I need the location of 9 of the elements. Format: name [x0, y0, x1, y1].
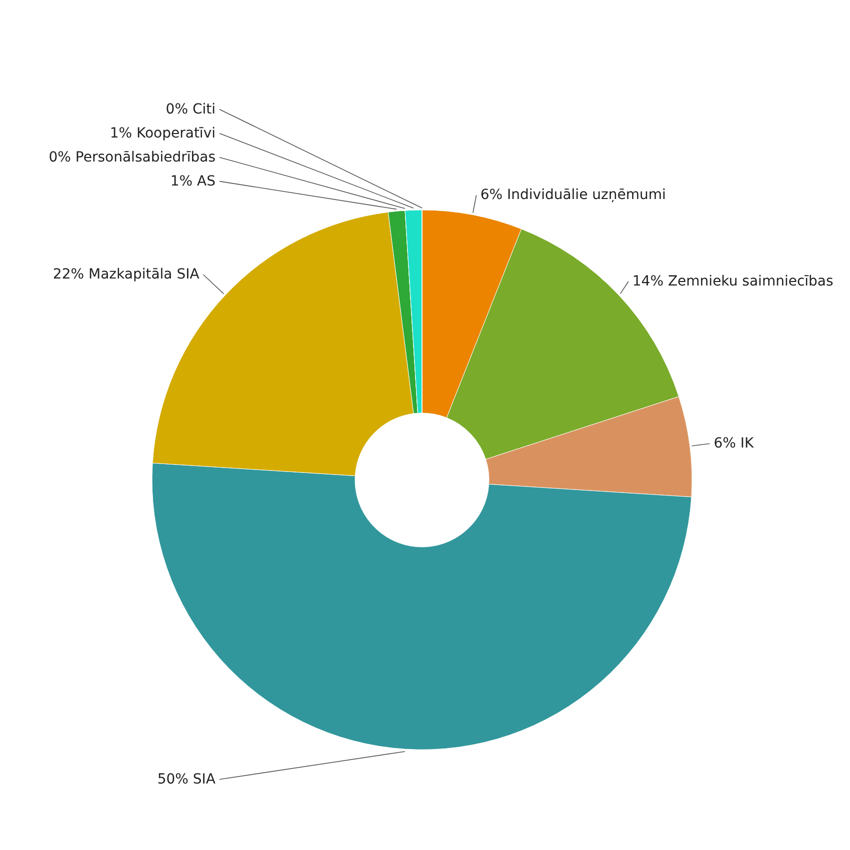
slice-label: 22% Mazkapitāla SIA: [52, 266, 200, 283]
text: 0% Citi: [166, 101, 216, 118]
slice-label: 6% IK: [714, 436, 754, 452]
slice-label: 14% Zemnieku saimniecības: [632, 273, 834, 290]
text: 0% Personālsabiedrības: [48, 149, 216, 166]
slice-label: 1% Kooperatīvi: [110, 125, 216, 142]
slice-label: 50% SIA: [157, 771, 216, 788]
slice-label: 1% AS: [170, 173, 216, 190]
slice-label: 6% Individuālie uzņēmumi: [480, 187, 666, 204]
